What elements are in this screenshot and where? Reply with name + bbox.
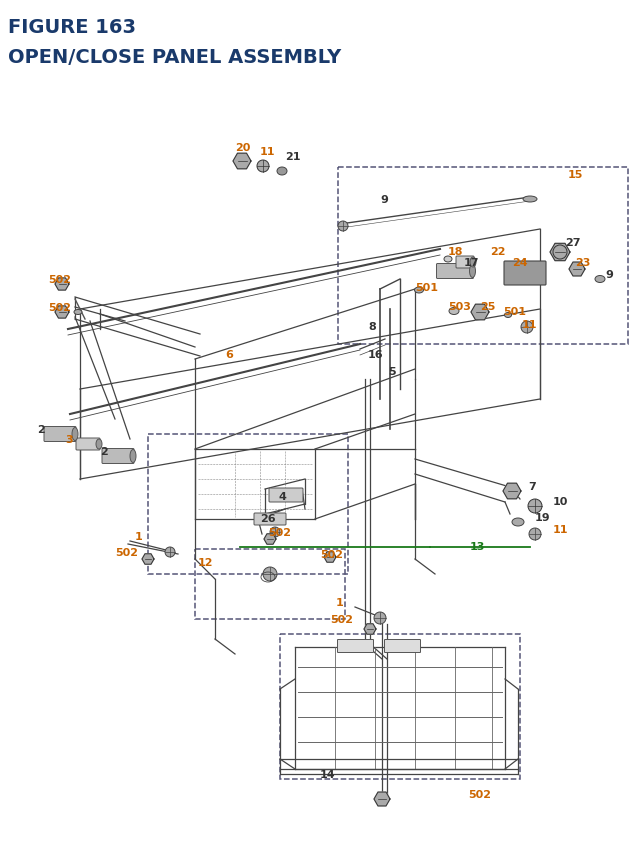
FancyBboxPatch shape bbox=[456, 257, 474, 269]
Text: 502: 502 bbox=[468, 789, 491, 799]
Ellipse shape bbox=[523, 197, 537, 202]
Ellipse shape bbox=[595, 276, 605, 283]
Text: 16: 16 bbox=[368, 350, 383, 360]
Ellipse shape bbox=[277, 168, 287, 176]
Text: 501: 501 bbox=[415, 282, 438, 293]
Circle shape bbox=[338, 222, 348, 232]
Text: 2: 2 bbox=[37, 424, 45, 435]
Bar bbox=[195, 549, 345, 619]
Polygon shape bbox=[324, 552, 336, 562]
Text: 15: 15 bbox=[568, 170, 584, 180]
FancyBboxPatch shape bbox=[44, 427, 76, 442]
Text: 502: 502 bbox=[320, 549, 343, 560]
Ellipse shape bbox=[512, 518, 524, 526]
Text: 22: 22 bbox=[490, 247, 506, 257]
Polygon shape bbox=[142, 554, 154, 565]
Ellipse shape bbox=[96, 439, 102, 449]
Circle shape bbox=[165, 548, 175, 557]
FancyBboxPatch shape bbox=[504, 262, 546, 286]
Ellipse shape bbox=[444, 257, 452, 263]
Polygon shape bbox=[550, 244, 570, 262]
Circle shape bbox=[257, 161, 269, 173]
Polygon shape bbox=[364, 624, 376, 635]
Text: 2: 2 bbox=[100, 447, 108, 456]
Text: 27: 27 bbox=[565, 238, 580, 248]
Text: 501: 501 bbox=[503, 307, 526, 317]
Text: 13: 13 bbox=[470, 542, 485, 551]
Text: 18: 18 bbox=[448, 247, 463, 257]
Bar bbox=[280, 635, 520, 779]
Circle shape bbox=[529, 529, 541, 541]
Polygon shape bbox=[55, 279, 69, 291]
Text: 11: 11 bbox=[522, 319, 538, 330]
Text: 1: 1 bbox=[336, 598, 344, 607]
Text: 502: 502 bbox=[330, 614, 353, 624]
Text: 14: 14 bbox=[320, 769, 335, 779]
Text: 9: 9 bbox=[380, 195, 388, 205]
Text: 502: 502 bbox=[268, 528, 291, 537]
Ellipse shape bbox=[74, 310, 82, 315]
Text: 3: 3 bbox=[65, 435, 72, 444]
FancyBboxPatch shape bbox=[385, 640, 420, 653]
Polygon shape bbox=[374, 792, 390, 806]
Text: 9: 9 bbox=[605, 269, 613, 280]
FancyBboxPatch shape bbox=[254, 513, 286, 525]
Text: 11: 11 bbox=[260, 147, 275, 157]
Text: 23: 23 bbox=[575, 257, 590, 268]
Text: 11: 11 bbox=[553, 524, 568, 535]
FancyBboxPatch shape bbox=[76, 438, 100, 450]
Text: 503: 503 bbox=[448, 301, 471, 312]
Text: 6: 6 bbox=[225, 350, 233, 360]
Text: 25: 25 bbox=[480, 301, 495, 312]
Text: 502: 502 bbox=[48, 275, 71, 285]
Text: 17: 17 bbox=[464, 257, 479, 268]
Text: 10: 10 bbox=[553, 497, 568, 506]
Text: 5: 5 bbox=[388, 367, 396, 376]
Polygon shape bbox=[503, 484, 521, 499]
Polygon shape bbox=[233, 154, 251, 170]
FancyBboxPatch shape bbox=[436, 264, 474, 279]
Text: 20: 20 bbox=[235, 143, 250, 152]
Text: 7: 7 bbox=[528, 481, 536, 492]
Text: 24: 24 bbox=[512, 257, 527, 268]
Polygon shape bbox=[471, 305, 489, 320]
Ellipse shape bbox=[470, 265, 476, 278]
FancyBboxPatch shape bbox=[337, 640, 374, 653]
Text: 8: 8 bbox=[368, 322, 376, 331]
Ellipse shape bbox=[130, 450, 136, 463]
Text: OPEN/CLOSE PANEL ASSEMBLY: OPEN/CLOSE PANEL ASSEMBLY bbox=[8, 48, 341, 67]
Text: 4: 4 bbox=[278, 492, 286, 501]
Ellipse shape bbox=[415, 288, 424, 294]
Circle shape bbox=[374, 612, 386, 624]
Ellipse shape bbox=[504, 313, 511, 318]
Polygon shape bbox=[55, 307, 69, 319]
Text: 26: 26 bbox=[260, 513, 276, 523]
Circle shape bbox=[521, 322, 533, 333]
Text: 1: 1 bbox=[135, 531, 143, 542]
Ellipse shape bbox=[72, 428, 78, 441]
Polygon shape bbox=[569, 263, 585, 276]
Circle shape bbox=[263, 567, 277, 581]
Bar bbox=[338, 168, 628, 344]
FancyBboxPatch shape bbox=[102, 449, 134, 464]
Circle shape bbox=[528, 499, 542, 513]
Text: FIGURE 163: FIGURE 163 bbox=[8, 18, 136, 37]
FancyBboxPatch shape bbox=[269, 488, 303, 503]
Text: 502: 502 bbox=[115, 548, 138, 557]
Circle shape bbox=[270, 528, 280, 537]
Ellipse shape bbox=[470, 257, 476, 268]
Polygon shape bbox=[264, 534, 276, 544]
Ellipse shape bbox=[449, 308, 459, 315]
Text: 502: 502 bbox=[48, 303, 71, 313]
Bar bbox=[148, 435, 348, 574]
Text: 19: 19 bbox=[535, 512, 550, 523]
Text: 12: 12 bbox=[198, 557, 214, 567]
Text: 21: 21 bbox=[285, 152, 301, 162]
